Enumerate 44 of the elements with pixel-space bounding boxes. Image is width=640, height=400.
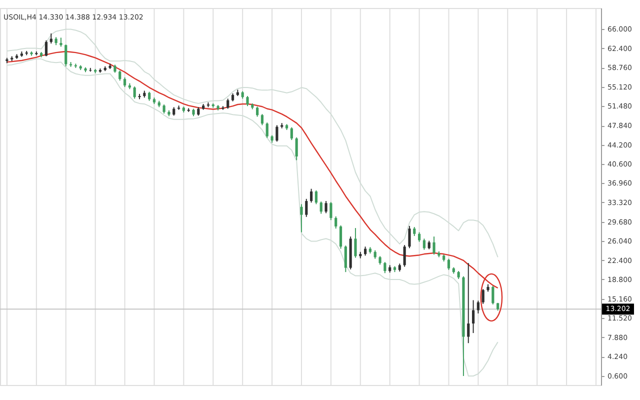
candlestick xyxy=(354,228,357,258)
candlestick xyxy=(123,76,126,88)
line-series xyxy=(6,28,498,258)
candlestick xyxy=(418,232,421,242)
candlestick xyxy=(310,188,313,204)
candlestick xyxy=(413,226,416,237)
candlestick xyxy=(320,201,322,214)
candlestick xyxy=(492,285,494,305)
candlestick xyxy=(408,225,411,249)
candlestick xyxy=(276,124,278,142)
candlestick xyxy=(364,246,367,256)
candlestick xyxy=(467,262,470,344)
candlestick xyxy=(447,258,450,270)
candlestick xyxy=(256,106,259,118)
candlestick xyxy=(482,288,484,304)
candlestick xyxy=(162,104,166,114)
candlestick xyxy=(344,245,347,273)
candlestick xyxy=(266,122,268,138)
candlestick xyxy=(330,202,332,221)
candlestick xyxy=(403,244,406,268)
candlestick xyxy=(133,86,136,100)
candlestick xyxy=(339,224,342,250)
candlestick xyxy=(290,126,293,141)
candlestick xyxy=(384,261,386,274)
candlestick xyxy=(300,204,303,233)
candlestick xyxy=(432,236,436,256)
candlestick xyxy=(305,198,308,218)
candlestick xyxy=(422,238,426,250)
candlestick xyxy=(314,190,318,205)
candlestick xyxy=(260,114,264,126)
candlestick xyxy=(476,300,480,314)
candlestick xyxy=(60,37,62,48)
candlestick xyxy=(64,44,68,67)
candlestick xyxy=(324,200,328,214)
candlestick xyxy=(334,216,338,230)
candlestick xyxy=(472,300,475,334)
candlestick xyxy=(44,40,48,57)
line-series xyxy=(6,58,498,376)
candlestick xyxy=(295,136,298,161)
candlestick xyxy=(118,70,122,82)
candlestick xyxy=(246,96,249,107)
candlestick xyxy=(226,98,230,110)
candlestick xyxy=(50,32,52,44)
candlestick xyxy=(148,91,151,102)
